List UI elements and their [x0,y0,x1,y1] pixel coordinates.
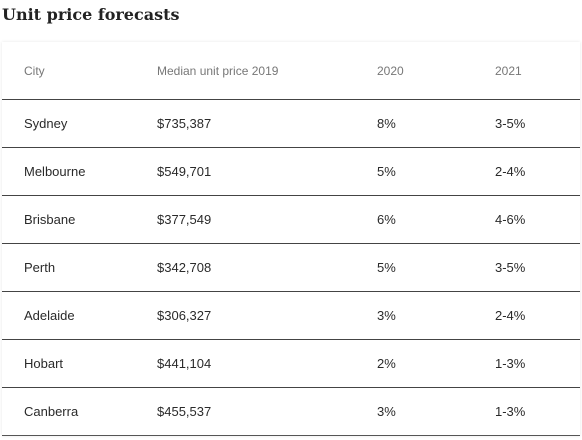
cell-2021: 2-4% [495,291,580,340]
cell-2020: 3% [377,291,495,340]
cell-median-price: $342,708 [157,243,377,292]
header-median-price-2019: Median unit price 2019 [157,42,377,100]
table-row: Sydney $735,387 8% 3-5% [2,99,580,148]
cell-2020: 5% [377,147,495,196]
cell-city: Sydney [2,99,157,148]
forecast-table: City Median unit price 2019 2020 2021 Sy… [2,42,580,435]
table-row: Perth $342,708 5% 3-5% [2,243,580,292]
cell-median-price: $441,104 [157,339,377,388]
cell-2021: 3-5% [495,99,580,148]
cell-2020: 3% [377,404,396,419]
cell-median-price: $455,537 [157,404,212,419]
cell-2020: 8% [377,99,495,148]
table-header: City Median unit price 2019 2020 2021 [2,42,580,100]
header-2020: 2020 [377,42,495,100]
cell-city: Adelaide [2,291,157,340]
table-row: Hobart $441,104 2% 1-3% [2,339,580,388]
table-row: Adelaide $306,327 3% 2-4% [2,291,580,340]
header-2021: 2021 [495,42,580,100]
table-body: Sydney $735,387 8% 3-5% Melbourne $549,7… [2,99,580,436]
cell-median-price: $735,387 [157,99,377,148]
table-row: Canberra $455,537 3% 1-3% [2,388,580,436]
cell-city: Hobart [2,339,157,388]
header-city: City [2,42,157,100]
cell-2021: 1-3% [495,339,580,388]
table-row: Brisbane $377,549 6% 4-6% [2,195,580,244]
cell-median-price: $549,701 [157,147,377,196]
cell-2020: 5% [377,243,495,292]
cell-median-price: $377,549 [157,195,377,244]
cell-city: Perth [2,243,157,292]
page-title: Unit price forecasts [2,5,180,24]
cell-median-price: $306,327 [157,291,377,340]
cell-2021: 3-5% [495,243,580,292]
cell-city: Brisbane [2,195,157,244]
cell-city: Melbourne [2,147,157,196]
cell-2021: 4-6% [495,195,580,244]
cell-2021: 1-3% [495,404,526,419]
cell-city: Canberra [24,404,79,419]
cell-2020: 6% [377,195,495,244]
table-header-row: City Median unit price 2019 2020 2021 [2,42,580,100]
table-row: Melbourne $549,701 5% 2-4% [2,147,580,196]
forecast-table-card: City Median unit price 2019 2020 2021 Sy… [2,42,580,436]
cell-2020: 2% [377,339,495,388]
cell-2021: 2-4% [495,147,580,196]
